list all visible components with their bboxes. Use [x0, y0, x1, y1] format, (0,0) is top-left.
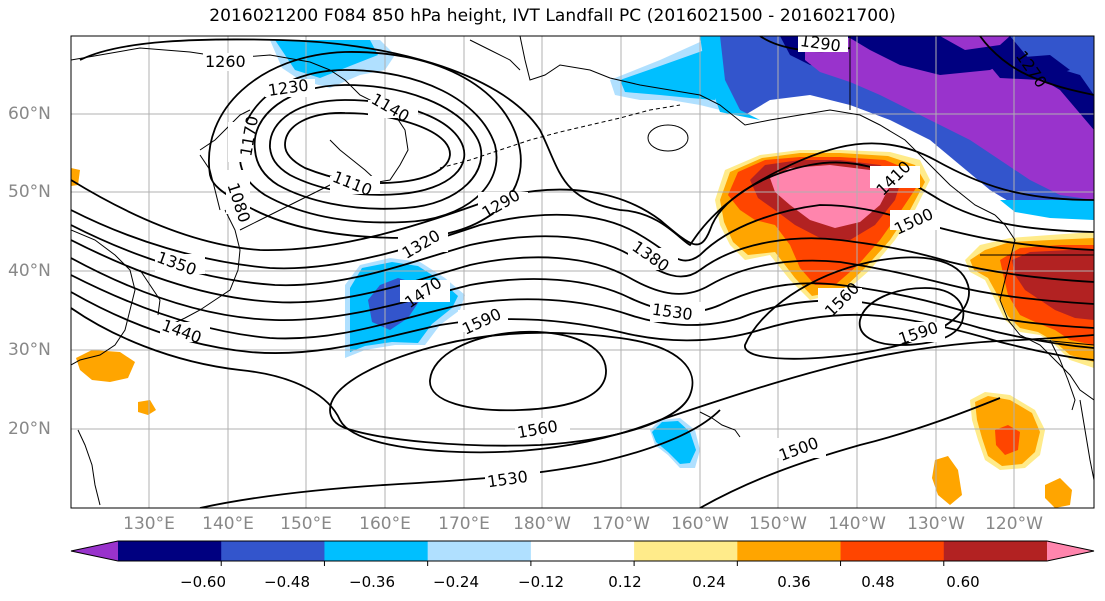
- coastline-chukotka: [469, 39, 521, 71]
- lon-label: 180°W: [513, 514, 571, 534]
- ivt-shading: [71, 36, 1094, 508]
- colorbar-extend-low: [71, 541, 118, 561]
- coastline-philippines: [77, 429, 101, 506]
- border-us-mexico: [1039, 339, 1094, 346]
- map-title: 2016021200 F084 850 hPa height, IVT Land…: [209, 6, 896, 26]
- contour-1410: [71, 257, 1094, 329]
- colorbar-tick-label: −0.48: [264, 573, 310, 591]
- colorbar-tick-label: −0.24: [433, 573, 479, 591]
- contour-1470: [71, 291, 1094, 361]
- ivt-negative-area: [700, 36, 760, 120]
- contour-label: 1260: [205, 52, 246, 71]
- ivt-negative-area: [1000, 200, 1094, 220]
- lat-label: 50°N: [8, 182, 51, 202]
- contour-1560-west: [329, 331, 694, 447]
- colorbar-outline: [70, 540, 1095, 562]
- contour-label: 1290: [799, 31, 842, 55]
- lon-label: 120°W: [985, 514, 1043, 534]
- colorbar-segment: [943, 541, 1048, 561]
- colorbar-tick-label: −0.60: [180, 573, 226, 591]
- ivt-positive-area: [770, 165, 892, 228]
- colorbar-segment: [530, 541, 635, 561]
- colorbar-tick-label: 0.24: [692, 573, 726, 591]
- lon-label: 150°W: [749, 514, 807, 534]
- coastline-kamchatka: [329, 69, 409, 183]
- lat-label: 30°N: [8, 340, 51, 360]
- colorbar-segment: [221, 541, 325, 561]
- coastline-mexico: [1079, 399, 1094, 481]
- colorbar: [70, 540, 1095, 566]
- lon-label: 140°E: [202, 514, 254, 534]
- colorbar-tick-label: 0.12: [608, 573, 642, 591]
- colorbar-tick-label: 0.48: [861, 573, 895, 591]
- contour-1560-east: [744, 256, 970, 360]
- lon-label: 150°E: [280, 514, 332, 534]
- contour-1260: [79, 38, 1094, 247]
- lon-label: 170°E: [438, 514, 490, 534]
- colorbar-tick-label: 0.36: [777, 573, 811, 591]
- ivt-positive-area: [138, 400, 156, 415]
- colorbar-segment: [118, 541, 222, 561]
- lat-label: 60°N: [8, 104, 51, 124]
- ivt-negative-area: [620, 48, 720, 100]
- coastline-japan: [169, 209, 241, 326]
- lat-label: 40°N: [8, 261, 51, 281]
- lon-label: 130°W: [907, 514, 965, 534]
- contour-1440: [71, 274, 1094, 349]
- contour-1170: [253, 84, 483, 210]
- map-frame: [70, 35, 1095, 509]
- coastline-baja: [1049, 339, 1076, 411]
- contour-1590-east: [858, 287, 965, 346]
- coastline-hawaii: [699, 411, 741, 438]
- colorbar-segment: [634, 541, 738, 561]
- lon-label: 130°E: [123, 514, 175, 534]
- ivt-positive-area: [1045, 478, 1072, 508]
- lon-label: 170°W: [592, 514, 650, 534]
- colorbar-tick-label: −0.36: [349, 573, 395, 591]
- colorbar-tick-label: 0.60: [946, 573, 980, 591]
- ivt-negative-area: [652, 421, 696, 464]
- ivt-positive-area: [932, 456, 962, 505]
- contour-1380: [71, 239, 1094, 305]
- colorbar-segment: [840, 541, 945, 561]
- coastline-china: [71, 229, 136, 366]
- contour-1270: [979, 36, 1094, 96]
- ivt-negative-area: [985, 55, 1070, 80]
- lon-label: 140°W: [828, 514, 886, 534]
- contour-1500-south: [699, 397, 1001, 508]
- contour-1200: [238, 69, 498, 224]
- lon-label: 160°E: [359, 514, 411, 534]
- ivt-negative-area: [940, 36, 1010, 50]
- lat-label: 20°N: [8, 419, 51, 439]
- contour-1140: [269, 99, 466, 196]
- coastline-korea: [139, 269, 161, 316]
- colorbar-segment: [737, 541, 842, 561]
- contour-1290: [71, 161, 1094, 251]
- contour-1590-west: [429, 330, 607, 412]
- contour-1110: [284, 112, 451, 184]
- island: [647, 124, 689, 152]
- coastline-alaska: [519, 36, 996, 216]
- colorbar-extend-high: [1047, 541, 1094, 561]
- ivt-positive-area: [76, 350, 135, 382]
- contour-1530-south: [199, 409, 721, 508]
- colorbar-tick-label: −0.12: [518, 573, 564, 591]
- ivt-negative-area: [275, 40, 378, 78]
- contour-1500: [71, 307, 1094, 454]
- contour-1230: [208, 51, 522, 239]
- colorbar-segment: [324, 541, 429, 561]
- colorbar-segment: [427, 541, 532, 561]
- lon-label: 160°W: [671, 514, 729, 534]
